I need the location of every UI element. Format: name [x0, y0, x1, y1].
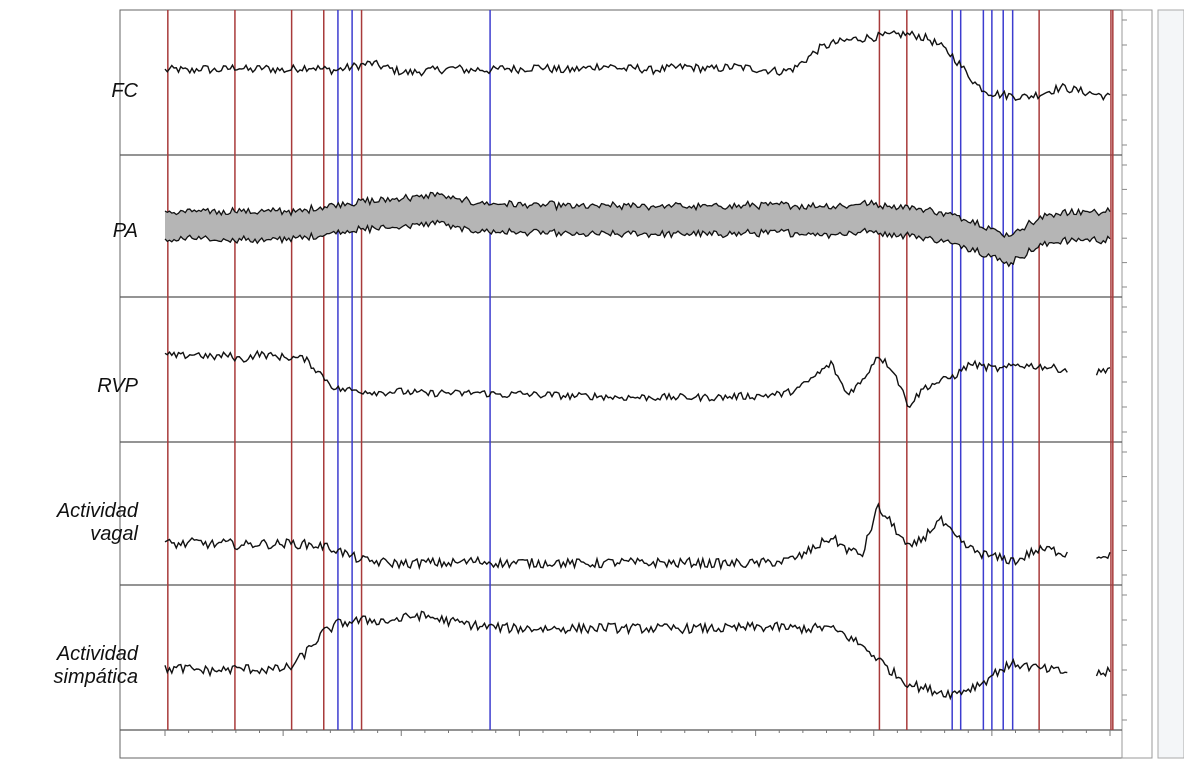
- label-vagal: Actividad vagal: [56, 500, 138, 545]
- pa-lower-trace: [164, 219, 1111, 268]
- trace-vagal: [164, 502, 1111, 571]
- plot-frame: [119, 9, 1123, 759]
- pa-upper-trace: [164, 191, 1111, 239]
- label-pa: PA: [112, 220, 138, 242]
- trace-rvp: [164, 349, 1111, 409]
- right-scale-strip: [1121, 9, 1153, 759]
- label-fc: FC: [111, 80, 138, 102]
- trace-fc: [164, 30, 1111, 102]
- pa-band: [165, 192, 1110, 267]
- label-rvp: RVP: [97, 375, 138, 397]
- side-panel: [1157, 9, 1184, 759]
- label-simpatica: Actividad simpática: [53, 643, 138, 688]
- trace-simp: [164, 610, 1111, 701]
